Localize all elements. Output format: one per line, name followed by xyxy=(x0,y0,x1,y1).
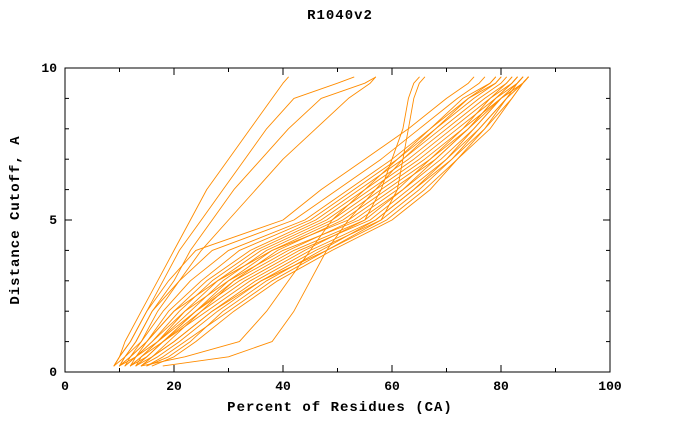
model-curve xyxy=(113,76,377,367)
model-curve xyxy=(119,76,377,367)
model-curve xyxy=(146,76,529,367)
model-curve xyxy=(151,76,529,367)
y-axis-label: Distance Cutoff, A xyxy=(8,135,24,305)
x-axis-label: Percent of Residues (CA) xyxy=(227,400,453,416)
x-tick-label: 40 xyxy=(275,379,291,394)
y-tick-label: 5 xyxy=(49,213,57,228)
model-curve xyxy=(140,76,497,367)
model-curve xyxy=(140,76,426,367)
x-tick-label: 100 xyxy=(598,379,622,394)
x-tick-label: 20 xyxy=(166,379,182,394)
model-curve xyxy=(135,76,420,367)
model-curve xyxy=(162,76,502,367)
model-curve xyxy=(113,76,475,367)
model-curve xyxy=(119,76,513,367)
chart-title: R1040v2 xyxy=(307,8,373,24)
x-tick-label: 60 xyxy=(384,379,400,394)
y-tick-label: 0 xyxy=(49,365,57,380)
x-tick-label: 0 xyxy=(61,379,69,394)
model-curve xyxy=(135,76,529,367)
tick-marks xyxy=(64,67,611,373)
data-series xyxy=(113,76,529,367)
model-curve xyxy=(146,76,529,367)
model-curve xyxy=(113,76,289,367)
y-tick-label: 10 xyxy=(41,61,57,76)
tick-labels: 0 20 40 60 80 100 0 5 10 xyxy=(41,61,622,394)
model-curve xyxy=(135,76,524,367)
x-tick-label: 80 xyxy=(493,379,509,394)
model-curve xyxy=(113,76,355,367)
